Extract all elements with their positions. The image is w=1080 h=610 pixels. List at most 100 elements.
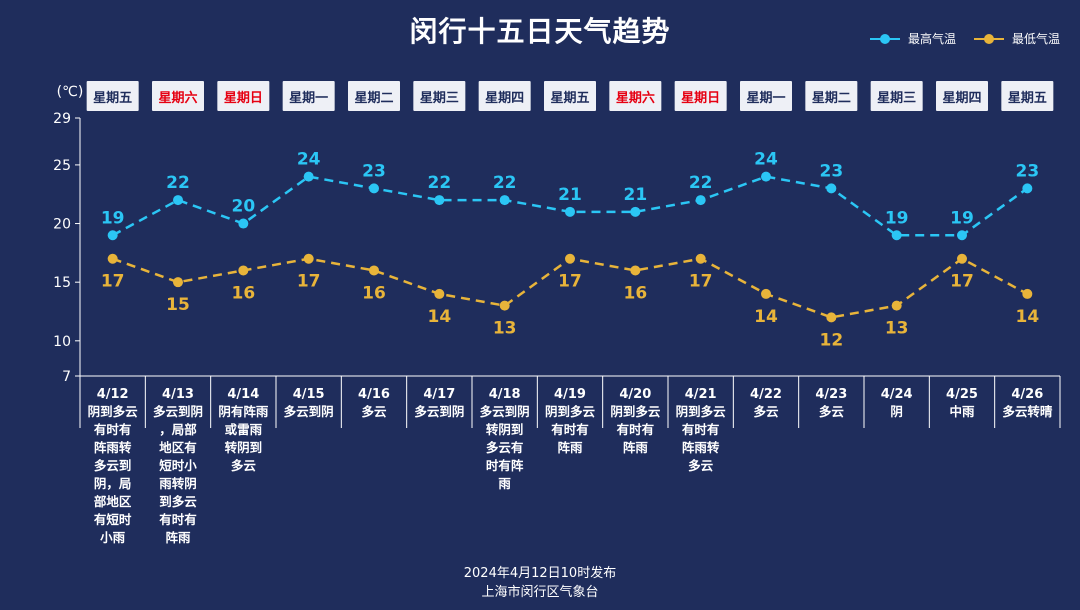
weather-text: 阴到多云 <box>88 404 139 419</box>
x-tick-label: 4/23 <box>815 387 847 402</box>
weekday-box <box>870 81 923 111</box>
weather-text: 阴到多云 <box>610 404 661 419</box>
weekday-box <box>1001 81 1054 111</box>
low-temp-point <box>630 265 641 276</box>
high-temp-label: 23 <box>1015 161 1039 181</box>
weather-text: 有短时 <box>94 512 132 527</box>
weekday-label: 星期五 <box>93 91 132 106</box>
weather-text: 阴到多云 <box>545 404 596 419</box>
weather-text: 阵雨 <box>165 530 191 545</box>
weekday-box <box>609 81 662 111</box>
x-tick-label: 4/21 <box>685 387 717 402</box>
low-temp-point <box>369 265 379 276</box>
legend: 最高气温 最低气温 <box>869 30 1060 47</box>
weekday-label: 星期一 <box>289 91 328 106</box>
y-tick-label: 15 <box>53 275 71 291</box>
publisher: 上海市闵行区气象台 <box>481 585 599 600</box>
low-temp-point <box>107 253 118 264</box>
high-temp-point <box>826 183 837 194</box>
footer: 2024年4月12日10时发布 上海市闵行区气象台 <box>0 564 1080 602</box>
weekday-box <box>413 81 466 111</box>
weekday-label: 星期日 <box>224 91 263 106</box>
low-temp-label: 15 <box>166 295 190 315</box>
high-temp-label: 19 <box>885 208 909 228</box>
low-temp-label: 16 <box>362 283 386 303</box>
weather-text: 阴有阵雨 <box>218 404 269 419</box>
weather-text: 多云有 <box>486 440 524 455</box>
weekday-label: 星期二 <box>354 91 393 106</box>
low-temp-label: 17 <box>101 272 125 292</box>
weather-text: 阵雨 <box>557 440 583 455</box>
low-temp-label: 13 <box>885 319 909 339</box>
weather-text: 有时有 <box>682 422 720 437</box>
weather-text: 有时有 <box>94 422 132 437</box>
legend-item-high[interactable]: 最高气温 <box>869 30 956 47</box>
x-tick-label: 4/18 <box>489 387 521 402</box>
weekday-box <box>282 81 335 111</box>
weekday-label: 星期五 <box>550 91 589 106</box>
x-tick-label: 4/15 <box>293 387 325 402</box>
high-temp-point <box>565 206 575 217</box>
chart-title: 闵行十五日天气趋势 <box>409 15 671 48</box>
low-temp-label: 12 <box>819 330 843 350</box>
weather-text: 多云 <box>361 404 387 419</box>
low-temp-label: 13 <box>493 319 517 339</box>
low-temp-point <box>957 253 967 264</box>
weekday-box <box>544 81 596 111</box>
legend-low-label: 最低气温 <box>1011 32 1060 46</box>
x-tick-label: 4/24 <box>881 387 913 402</box>
low-temp-point <box>565 253 575 264</box>
low-temp-point <box>434 288 445 299</box>
low-temp-label: 17 <box>558 272 582 292</box>
low-temp-label: 17 <box>689 272 713 292</box>
weekday-box <box>348 81 400 111</box>
high-temp-label: 23 <box>362 161 386 181</box>
weather-text: 多云到阴 <box>414 404 464 419</box>
high-temp-label: 22 <box>689 173 713 193</box>
high-temp-point <box>173 195 183 206</box>
chart-area: (℃) 星期五 星期六 星期日 星期一 星期二 星期三 星期四 星期五 星期六 星期日 星期一 星期二 星… <box>53 81 1061 545</box>
low-temp-point <box>695 253 706 264</box>
low-temp-point <box>761 288 771 299</box>
weather-text: 多云到 <box>94 458 132 473</box>
weather-text: 雨 <box>498 476 511 491</box>
weekday-label: 星期四 <box>942 91 981 106</box>
high-temp-label: 19 <box>101 208 125 228</box>
low-temp-point <box>303 253 314 264</box>
low-temp-label: 17 <box>950 272 974 292</box>
y-tick-label: 25 <box>53 158 71 174</box>
unit-label: (℃) <box>57 84 84 100</box>
high-temp-label: 21 <box>623 185 647 205</box>
low-temp-point <box>891 300 902 311</box>
x-tick-label: 4/25 <box>946 387 978 402</box>
low-temp-label: 17 <box>297 272 321 292</box>
weekday-box <box>805 81 858 111</box>
high-temp-point <box>499 195 510 206</box>
low-temp-label: 16 <box>623 283 647 303</box>
weather-text: 阴，局 <box>94 476 132 491</box>
low-temp-point <box>826 312 837 323</box>
high-temp-point <box>434 195 445 206</box>
low-temp-point <box>173 277 183 288</box>
weather-text: 小雨 <box>99 530 126 545</box>
high-temp-point <box>957 230 967 241</box>
high-temp-point <box>1022 183 1033 194</box>
high-temp-label: 22 <box>493 173 517 193</box>
low-temp-point <box>499 300 510 311</box>
x-tick-label: 4/20 <box>619 387 651 402</box>
x-tick-label: 4/14 <box>227 387 259 402</box>
high-temp-point <box>107 230 118 241</box>
weather-text: 有时有 <box>617 422 655 437</box>
high-temp-label: 24 <box>754 150 778 170</box>
low-temp-label: 14 <box>427 307 451 327</box>
legend-item-low[interactable]: 最低气温 <box>973 30 1060 47</box>
high-temp-label: 19 <box>950 208 974 228</box>
weekday-box <box>478 81 531 111</box>
weather-text: 转阴到 <box>486 422 524 437</box>
weather-text: 多云 <box>819 404 845 419</box>
weather-text: 多云到阴 <box>153 404 203 419</box>
x-tick-label: 4/19 <box>554 387 586 402</box>
x-tick-label: 4/16 <box>358 387 390 402</box>
weather-text: 阵雨转 <box>682 440 720 455</box>
weather-text: 阵雨 <box>623 440 649 455</box>
